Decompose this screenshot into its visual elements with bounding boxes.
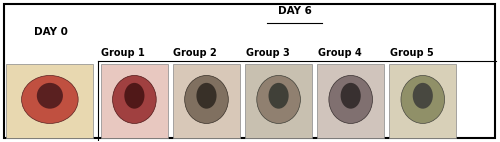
FancyBboxPatch shape (6, 64, 94, 138)
FancyBboxPatch shape (4, 4, 495, 138)
FancyBboxPatch shape (101, 64, 168, 138)
Text: Group 1: Group 1 (102, 48, 145, 58)
FancyBboxPatch shape (173, 64, 240, 138)
Ellipse shape (412, 83, 433, 109)
Ellipse shape (257, 76, 300, 123)
Ellipse shape (401, 76, 444, 123)
Text: Group 2: Group 2 (174, 48, 217, 58)
Text: Group 5: Group 5 (390, 48, 434, 58)
Ellipse shape (329, 76, 372, 123)
Ellipse shape (37, 83, 63, 109)
Ellipse shape (268, 83, 288, 109)
Text: Group 3: Group 3 (246, 48, 290, 58)
Ellipse shape (124, 83, 144, 109)
Text: DAY 6: DAY 6 (278, 6, 312, 16)
Ellipse shape (340, 83, 361, 109)
FancyBboxPatch shape (245, 64, 312, 138)
Ellipse shape (196, 83, 216, 109)
Ellipse shape (184, 76, 228, 123)
Text: Group 4: Group 4 (318, 48, 362, 58)
Ellipse shape (112, 76, 156, 123)
FancyBboxPatch shape (317, 64, 384, 138)
FancyBboxPatch shape (389, 64, 456, 138)
Text: DAY 0: DAY 0 (34, 27, 68, 37)
Ellipse shape (22, 76, 78, 123)
